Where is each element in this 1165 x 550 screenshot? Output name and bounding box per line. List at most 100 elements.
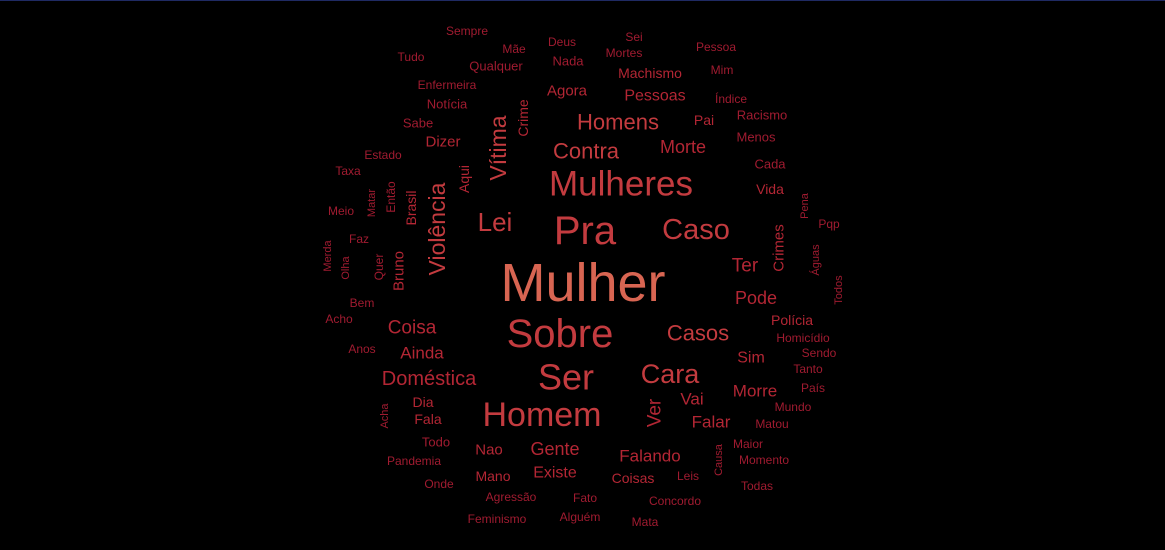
word-meio: Meio xyxy=(328,204,354,218)
word-crimes: Crimes xyxy=(771,224,788,272)
word-falar: Falar xyxy=(692,413,731,432)
word-quer: Quer xyxy=(372,254,386,281)
word-mata: Mata xyxy=(632,515,659,529)
word-mulheres: Mulheres xyxy=(549,165,693,204)
word-policia: Polícia xyxy=(771,312,813,328)
word-coisas: Coisas xyxy=(612,470,655,486)
word-violencia: Violência xyxy=(424,182,450,275)
word-bruno: Bruno xyxy=(391,251,408,291)
word-nada: Nada xyxy=(552,54,584,69)
word-noticia: Notícia xyxy=(427,97,468,112)
word-leis: Leis xyxy=(677,469,699,483)
word-racismo: Racismo xyxy=(737,108,788,123)
word-pena: Pena xyxy=(799,192,811,219)
word-aguas: Águas xyxy=(809,244,822,276)
word-olha: Olha xyxy=(340,256,352,280)
word-agora: Agora xyxy=(547,83,588,100)
word-bem: Bem xyxy=(350,296,375,310)
word-pai: Pai xyxy=(694,112,714,128)
word-maior: Maior xyxy=(733,437,763,451)
word-matou: Matou xyxy=(755,417,788,431)
word-qualquer: Qualquer xyxy=(469,59,523,74)
word-acho: Acho xyxy=(325,312,353,326)
word-dia: Dia xyxy=(412,394,433,410)
word-merda: Merda xyxy=(322,240,334,272)
word-concordo: Concordo xyxy=(649,494,701,508)
word-fala: Fala xyxy=(414,411,441,427)
word-pqp: Pqp xyxy=(818,217,840,231)
word-causa: Causa xyxy=(713,443,725,476)
word-morte: Morte xyxy=(660,137,706,157)
word-cada: Cada xyxy=(754,157,786,172)
word-ainda: Ainda xyxy=(400,344,444,363)
word-pode: Pode xyxy=(735,288,777,308)
word-brasil: Brasil xyxy=(403,190,419,225)
word-alguem: Alguém xyxy=(560,510,601,524)
word-entao: Então xyxy=(384,181,398,213)
word-sobre: Sobre xyxy=(507,312,614,356)
word-acha: Acha xyxy=(379,403,391,429)
word-pais: País xyxy=(801,381,825,395)
word-onde: Onde xyxy=(424,477,454,491)
word-gente: Gente xyxy=(530,439,579,459)
word-deus: Deus xyxy=(548,35,576,49)
word-homens: Homens xyxy=(577,110,659,135)
word-todas: Todas xyxy=(741,479,773,493)
word-todos: Todos xyxy=(833,275,845,305)
word-vitima: Vítima xyxy=(485,115,511,180)
word-feminismo: Feminismo xyxy=(468,512,527,526)
word-sabe: Sabe xyxy=(403,116,433,131)
word-agressao: Agressão xyxy=(486,490,537,504)
word-casos: Casos xyxy=(667,321,729,346)
word-cara: Cara xyxy=(641,359,701,389)
word-mae: Mãe xyxy=(502,42,526,56)
word-enfermeira: Enfermeira xyxy=(418,78,477,92)
word-sendo: Sendo xyxy=(802,346,837,360)
word-homem: Homem xyxy=(482,396,601,434)
word-mim: Mim xyxy=(711,63,734,77)
word-vai: Vai xyxy=(680,390,703,409)
word-falando: Falando xyxy=(619,447,680,466)
word-sei: Sei xyxy=(625,30,642,44)
word-mundo: Mundo xyxy=(775,400,812,414)
word-lei: Lei xyxy=(478,207,513,237)
word-ver: Ver xyxy=(645,398,666,427)
word-fato: Fato xyxy=(573,491,597,505)
word-aqui: Aqui xyxy=(456,165,472,193)
word-machismo: Machismo xyxy=(618,65,682,81)
word-domestica: Doméstica xyxy=(382,368,477,390)
word-todo: Todo xyxy=(422,435,450,450)
word-momento: Momento xyxy=(739,453,789,467)
word-anos: Anos xyxy=(348,342,375,356)
word-ter: Ter xyxy=(732,256,759,277)
word-nao: Nao xyxy=(475,442,503,459)
word-mortes: Mortes xyxy=(606,46,643,60)
word-estado: Estado xyxy=(364,148,402,162)
word-crime: Crime xyxy=(515,99,531,137)
word-menos: Menos xyxy=(736,130,776,145)
word-pessoas: Pessoas xyxy=(624,88,685,105)
word-mano: Mano xyxy=(475,468,510,484)
word-tudo: Tudo xyxy=(398,50,425,64)
word-ser: Ser xyxy=(538,357,594,398)
word-faz: Faz xyxy=(349,232,369,246)
word-homicidio: Homicídio xyxy=(776,331,830,345)
word-pessoa: Pessoa xyxy=(696,40,736,54)
word-morre: Morre xyxy=(733,382,777,401)
word-sim: Sim xyxy=(737,350,765,367)
word-pandemia: Pandemia xyxy=(387,454,441,468)
word-tanto: Tanto xyxy=(793,362,823,376)
word-pra: Pra xyxy=(554,209,617,253)
word-coisa: Coisa xyxy=(388,318,437,339)
word-existe: Existe xyxy=(533,465,577,482)
word-matar: Matar xyxy=(366,189,378,217)
word-vida: Vida xyxy=(756,181,784,197)
word-dizer: Dizer xyxy=(425,134,460,151)
word-caso: Caso xyxy=(662,214,730,246)
word-sempre: Sempre xyxy=(446,24,488,38)
word-taxa: Taxa xyxy=(335,164,361,178)
word-mulher: Mulher xyxy=(500,253,665,313)
word-contra: Contra xyxy=(553,139,620,164)
